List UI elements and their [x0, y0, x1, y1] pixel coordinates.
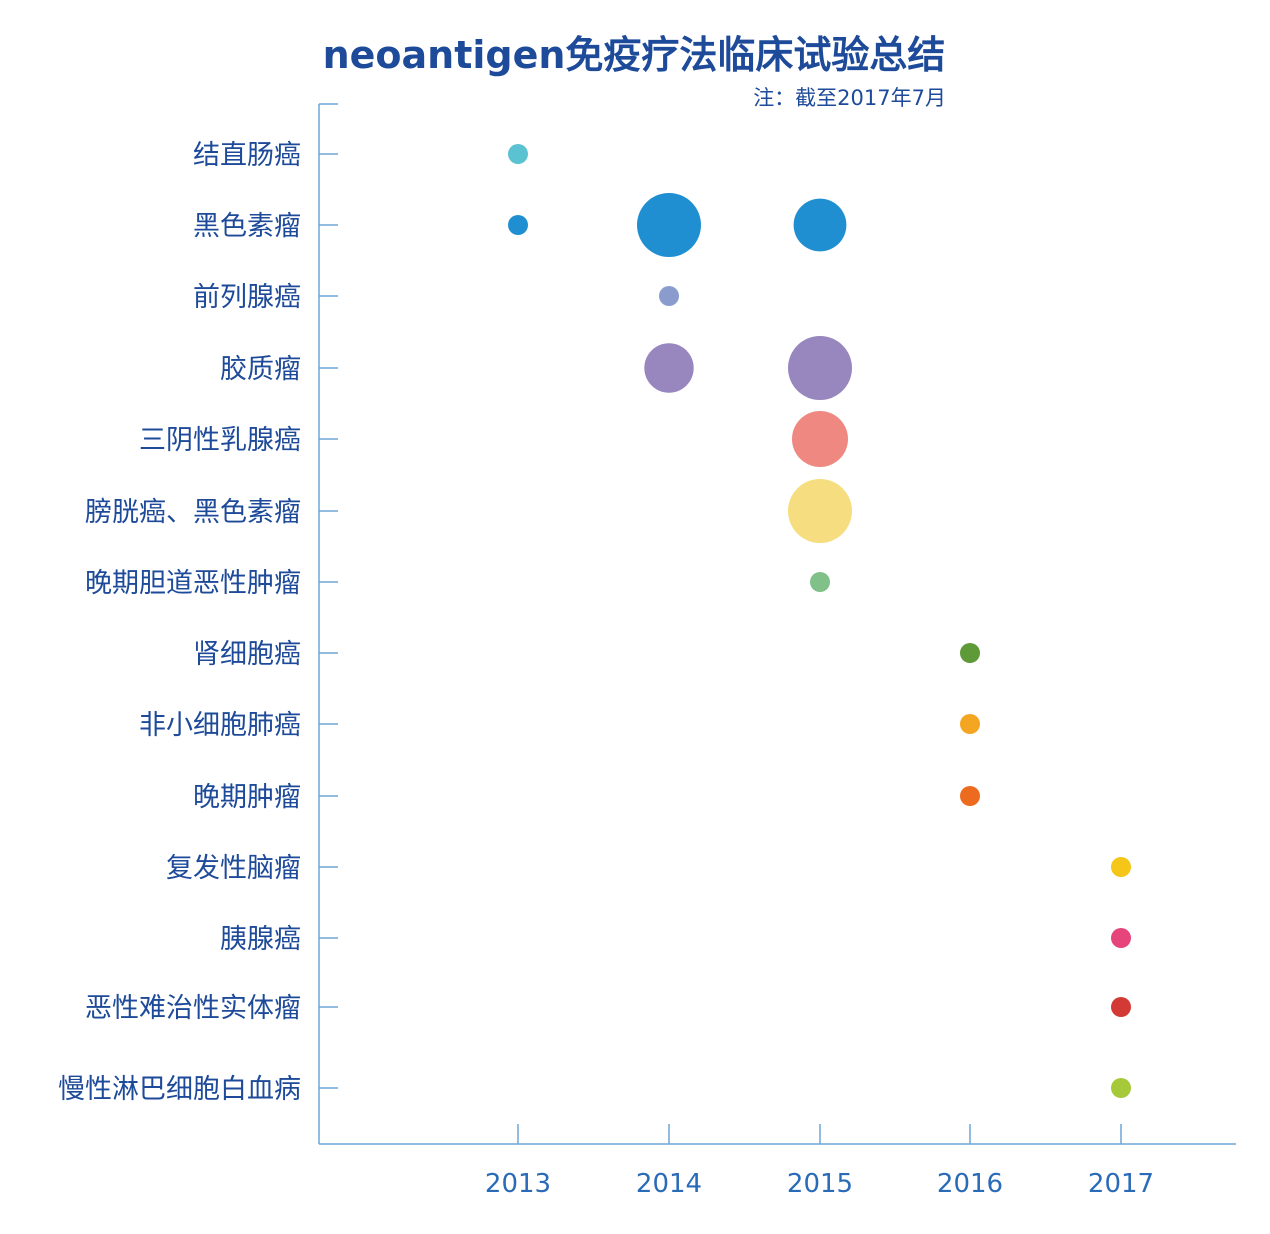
bubble-point — [960, 786, 980, 806]
bubble-point — [508, 215, 528, 235]
y-tick-label: 膀胱癌、黑色素瘤 — [85, 497, 301, 528]
y-tick-label: 慢性淋巴细胞白血病 — [58, 1074, 301, 1105]
bubble-point — [1111, 997, 1131, 1017]
x-tick-label: 2013 — [485, 1169, 551, 1199]
y-tick-label: 黑色素瘤 — [193, 211, 301, 242]
x-tick-label: 2016 — [937, 1169, 1003, 1199]
bubble-point — [960, 714, 980, 734]
x-tick-label: 2017 — [1088, 1169, 1154, 1199]
y-tick-label: 结直肠癌 — [193, 140, 301, 171]
bubble-point — [1111, 1078, 1131, 1098]
x-tick-label: 2015 — [787, 1169, 853, 1199]
bubble-point — [1111, 857, 1131, 877]
bubble-point — [788, 479, 852, 543]
bubble-point — [644, 343, 694, 393]
y-tick-label: 三阴性乳腺癌 — [139, 425, 301, 456]
bubble-point — [960, 643, 980, 663]
bubble-point — [1111, 928, 1131, 948]
y-tick-label: 前列腺癌 — [193, 282, 301, 313]
bubble-point — [659, 286, 679, 306]
bubble-point — [508, 144, 528, 164]
y-tick-label: 胰腺癌 — [220, 924, 301, 955]
axes — [318, 103, 1236, 1145]
chart-title: neoantigen免疫疗法临床试验总结 — [323, 33, 946, 77]
bubble-point — [788, 336, 852, 400]
y-tick-label: 晚期胆道恶性肿瘤 — [85, 568, 301, 599]
y-tick-label: 非小细胞肺癌 — [139, 710, 301, 741]
y-tick-label: 肾细胞癌 — [193, 639, 301, 670]
chart-subtitle: 注：截至2017年7月 — [753, 86, 946, 110]
y-ticks: 结直肠癌黑色素瘤前列腺癌胶质瘤三阴性乳腺癌膀胱癌、黑色素瘤晚期胆道恶性肿瘤肾细胞… — [58, 140, 338, 1105]
bubble-point — [792, 411, 848, 467]
bubbles — [508, 144, 1131, 1098]
y-tick-label: 恶性难治性实体瘤 — [85, 993, 301, 1024]
bubble-point — [810, 572, 830, 592]
y-tick-label: 复发性脑瘤 — [166, 853, 301, 884]
bubble-point — [637, 193, 701, 257]
x-ticks: 2013 2014 2015 2016 2017 — [485, 1124, 1154, 1199]
bubble-point — [793, 198, 847, 252]
x-tick-label: 2014 — [636, 1169, 702, 1199]
y-tick-label: 胶质瘤 — [220, 354, 301, 385]
y-tick-label: 晚期肿瘤 — [193, 782, 301, 813]
